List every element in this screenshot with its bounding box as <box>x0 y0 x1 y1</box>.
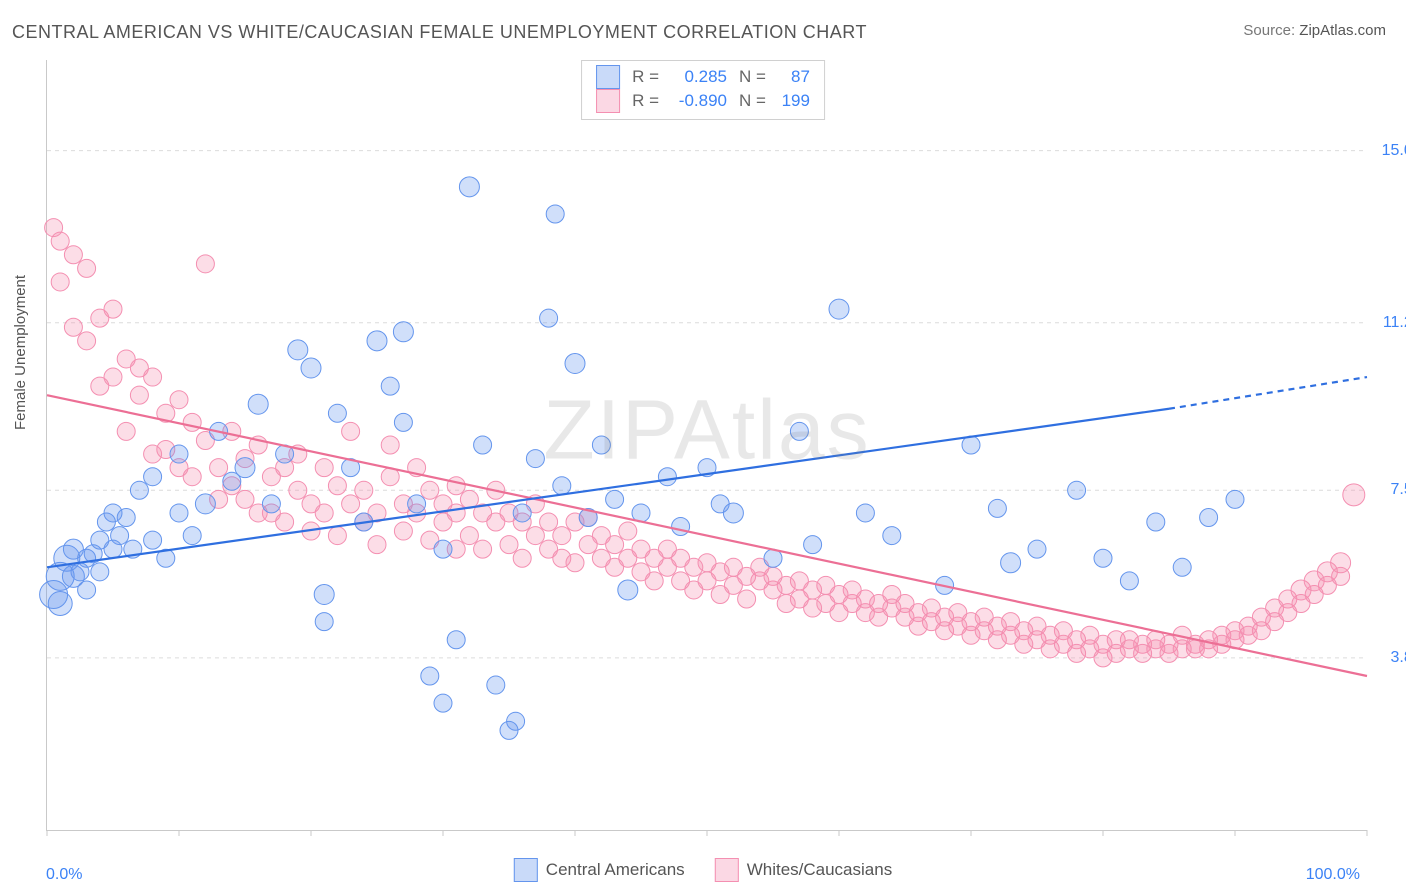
n-label-1: N = <box>739 65 766 89</box>
series-legend: Central Americans Whites/Caucasians <box>514 858 892 882</box>
legend-label-2: Whites/Caucasians <box>747 860 893 880</box>
r-label-1: R = <box>632 65 659 89</box>
chart-container: CENTRAL AMERICAN VS WHITE/CAUCASIAN FEMA… <box>0 0 1406 892</box>
chart-svg <box>47 60 1367 830</box>
source-credit: Source: ZipAtlas.com <box>1243 22 1386 39</box>
swatch-blue-icon <box>596 65 620 89</box>
source-value: ZipAtlas.com <box>1299 22 1386 39</box>
stats-legend: R = 0.285 N = 87 R = -0.890 N = 199 <box>581 60 825 120</box>
chart-title: CENTRAL AMERICAN VS WHITE/CAUCASIAN FEMA… <box>12 22 867 43</box>
x-axis-max-label: 100.0% <box>1306 866 1360 884</box>
legend-row-central-americans: R = 0.285 N = 87 <box>596 65 810 89</box>
legend-item-whites-caucasians: Whites/Caucasians <box>715 858 893 882</box>
r-value-1: 0.285 <box>667 65 727 89</box>
legend-item-central-americans: Central Americans <box>514 858 685 882</box>
y-tick-label: 11.2% <box>1383 314 1406 332</box>
n-value-1: 87 <box>774 65 810 89</box>
y-axis-label: Female Unemployment <box>12 275 29 430</box>
r-value-2: -0.890 <box>667 89 727 113</box>
plot-area: ZIPAtlas 3.8%7.5%11.2%15.0% <box>46 60 1367 831</box>
source-label: Source: <box>1243 22 1295 39</box>
legend-row-whites-caucasians: R = -0.890 N = 199 <box>596 89 810 113</box>
y-tick-label: 15.0% <box>1382 142 1406 160</box>
r-label-2: R = <box>632 89 659 113</box>
swatch-pink-icon <box>715 858 739 882</box>
n-value-2: 199 <box>774 89 810 113</box>
swatch-blue-icon <box>514 858 538 882</box>
swatch-pink-icon <box>596 89 620 113</box>
n-label-2: N = <box>739 89 766 113</box>
x-axis-min-label: 0.0% <box>46 866 82 884</box>
y-tick-label: 3.8% <box>1391 649 1406 667</box>
y-tick-label: 7.5% <box>1391 481 1406 499</box>
legend-label-1: Central Americans <box>546 860 685 880</box>
